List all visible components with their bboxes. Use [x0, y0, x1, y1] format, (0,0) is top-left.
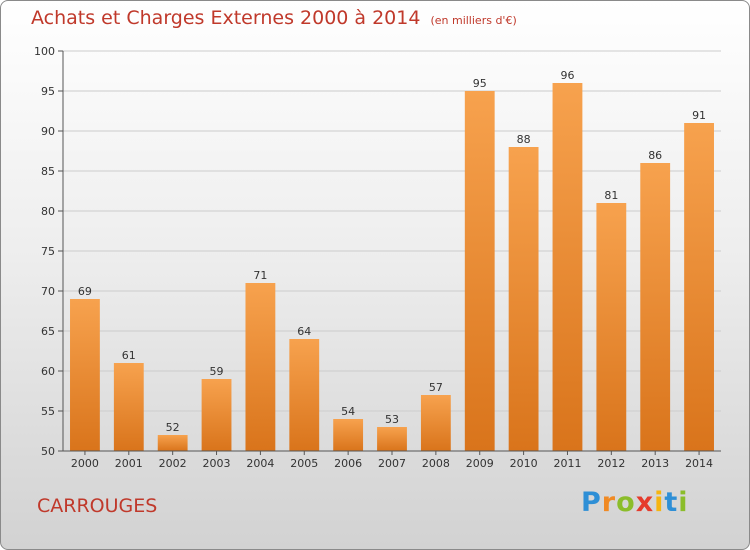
value-label: 81 [604, 189, 618, 202]
labels: 50 55 60 65 70 75 80 85 90 95 100 69 2000 61 2001 52 200… [34, 45, 713, 470]
bar-2006 [333, 419, 364, 451]
value-label: 91 [692, 109, 706, 122]
value-label: 86 [648, 149, 662, 162]
bar-2009 [464, 91, 495, 451]
bar-2004 [245, 283, 276, 451]
bar-2010 [508, 147, 539, 451]
x-tick-label: 2012 [597, 457, 625, 470]
y-tick-label: 85 [41, 165, 55, 178]
value-label: 53 [385, 413, 399, 426]
bar-2003 [201, 379, 232, 451]
place-name: CARROUGES [37, 495, 158, 517]
value-label: 64 [297, 325, 311, 338]
value-label: 54 [341, 405, 355, 418]
x-tick-label: 2004 [246, 457, 274, 470]
x-tick-label: 2008 [422, 457, 450, 470]
logo-letter: o [616, 487, 636, 518]
value-label: 96 [560, 69, 574, 82]
x-tick-label: 2003 [203, 457, 231, 470]
y-tick-label: 70 [41, 285, 55, 298]
logo-letter: i [678, 487, 689, 518]
y-tick-label: 80 [41, 205, 55, 218]
x-tick-label: 2013 [641, 457, 669, 470]
x-tick-label: 2009 [466, 457, 494, 470]
y-tick-label: 60 [41, 365, 55, 378]
axes [58, 50, 721, 455]
y-tick-label: 95 [41, 85, 55, 98]
x-tick-label: 2002 [159, 457, 187, 470]
bar-2014 [684, 123, 714, 451]
value-label: 95 [473, 77, 487, 90]
x-tick-label: 2011 [553, 457, 581, 470]
value-label: 88 [517, 133, 531, 146]
x-tick-label: 2007 [378, 457, 406, 470]
y-tick-label: 90 [41, 125, 55, 138]
y-tick-label: 75 [41, 245, 55, 258]
bar-2002 [157, 435, 188, 451]
x-tick-label: 2001 [115, 457, 143, 470]
value-label: 69 [78, 285, 92, 298]
proxiti-logo[interactable]: Proxiti [581, 487, 689, 523]
logo-letter: P [581, 487, 602, 518]
bars [70, 83, 714, 451]
bar-2000 [70, 299, 100, 451]
chart-title-row: Achats et Charges Externes 2000 à 2014 (e… [31, 7, 517, 29]
bar-2008 [420, 395, 451, 451]
logo-letter: r [601, 487, 617, 518]
bar-2012 [596, 203, 627, 451]
x-tick-label: 2000 [71, 457, 99, 470]
y-tick-label: 55 [41, 405, 55, 418]
chart-title: Achats et Charges Externes 2000 à 2014 [31, 7, 421, 29]
logo-letter: i [654, 487, 665, 518]
y-tick-label: 65 [41, 325, 55, 338]
bar-2013 [640, 163, 671, 451]
logo-letter: x [635, 487, 655, 518]
x-tick-label: 2006 [334, 457, 362, 470]
value-label: 71 [253, 269, 267, 282]
value-label: 59 [210, 365, 224, 378]
x-tick-label: 2005 [290, 457, 318, 470]
bar-2001 [113, 363, 144, 451]
value-label: 57 [429, 381, 443, 394]
y-tick-label: 100 [34, 45, 55, 58]
logo-letter: t [664, 487, 679, 518]
value-label: 61 [122, 349, 136, 362]
bar-2011 [552, 83, 583, 451]
x-tick-label: 2014 [685, 457, 713, 470]
bar-2005 [289, 339, 320, 451]
x-tick-label: 2010 [510, 457, 538, 470]
value-label: 52 [166, 421, 180, 434]
bar-2007 [377, 427, 407, 451]
y-tick-label: 50 [41, 445, 55, 458]
chart-subtitle: (en milliers d'€) [430, 14, 517, 27]
